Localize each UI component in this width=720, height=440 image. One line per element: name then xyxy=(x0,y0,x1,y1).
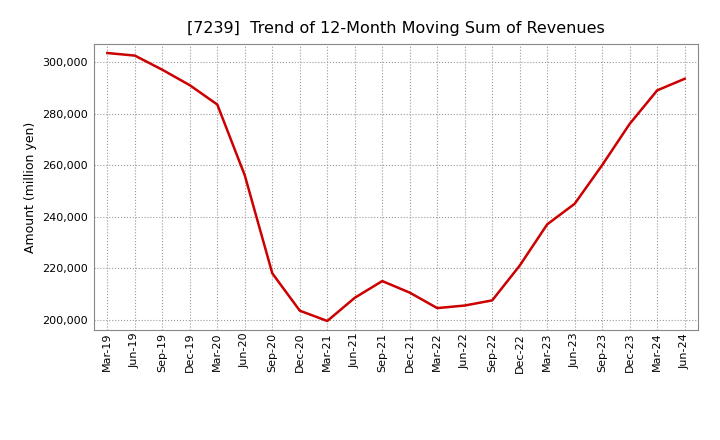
Title: [7239]  Trend of 12-Month Moving Sum of Revenues: [7239] Trend of 12-Month Moving Sum of R… xyxy=(187,21,605,36)
Y-axis label: Amount (million yen): Amount (million yen) xyxy=(24,121,37,253)
